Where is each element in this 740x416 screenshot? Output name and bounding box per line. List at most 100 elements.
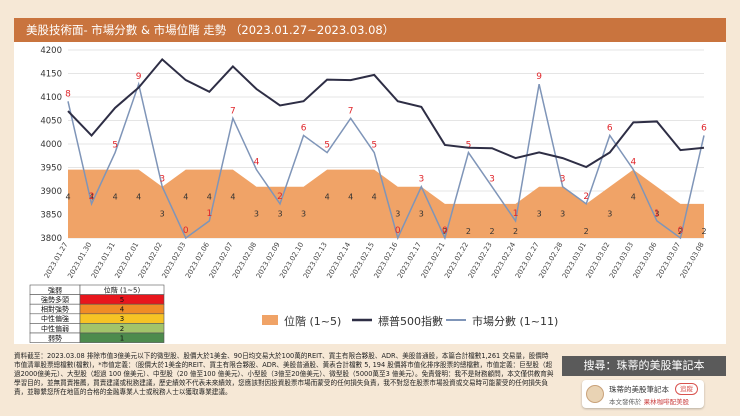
x-tick-label: 2023.03.07 (655, 241, 682, 280)
position-label: 3 (160, 210, 165, 219)
score-label: 4 (254, 158, 260, 168)
table-row-label: 相對強勢 (41, 305, 69, 314)
score-label: 0 (395, 226, 401, 236)
position-legend-table: 強弱 位階 (1~5) 強勢多頭 5 相對強勢 4 中性偏強 3 中性偏弱 2 弱勢 1 (29, 284, 165, 343)
score-label: 5 (112, 141, 118, 151)
y-tick-label: 4150 (40, 70, 62, 80)
author-card[interactable]: 珠蒂的美股筆記本 追蹤 本文發佈於 果林咖啡配美股 (582, 380, 704, 408)
chart-legend: 位階 (1~5) 標普500指數 市場分數 (1~11) (262, 314, 558, 328)
table-row-label: 強勢多頭 (41, 295, 69, 304)
x-tick-label: 2023.02.09 (255, 241, 282, 280)
position-label: 3 (395, 210, 400, 219)
x-tick-label: 2023.02.17 (396, 241, 423, 280)
table-color-cell (79, 332, 165, 343)
position-label: 4 (325, 193, 330, 202)
position-label: 3 (654, 210, 659, 219)
score-label: 6 (301, 123, 307, 133)
x-tick-label: 2023.03.01 (561, 241, 588, 280)
x-tick-label: 2023.02.27 (514, 241, 541, 280)
score-label: 2 (277, 192, 283, 202)
position-label: 4 (113, 193, 118, 202)
score-label: 0 (678, 226, 684, 236)
score-label: 3 (560, 175, 566, 185)
score-label: 6 (607, 123, 613, 133)
position-label: 4 (136, 193, 141, 202)
x-tick-label: 2023.03.08 (679, 241, 706, 280)
position-label: 4 (89, 193, 94, 202)
x-tick-label: 2023.02.10 (278, 241, 305, 280)
score-label: 6 (701, 123, 707, 133)
position-label: 2 (584, 227, 589, 236)
position-label: 2 (489, 227, 494, 236)
score-label: 4 (630, 158, 636, 168)
position-area (68, 169, 704, 238)
x-tick-label: 2023.02.23 (467, 241, 494, 280)
score-label: 8 (65, 89, 71, 99)
x-axis: 2023.01.272023.01.302023.01.312023.02.01… (43, 241, 706, 280)
x-tick-label: 2023.02.24 (490, 241, 517, 280)
x-tick-label: 2023.02.21 (420, 241, 447, 280)
position-label: 3 (301, 210, 306, 219)
position-label: 4 (65, 193, 70, 202)
table-row-label: 中性偏弱 (41, 324, 69, 333)
score-label: 5 (324, 141, 330, 151)
x-tick-label: 2023.02.13 (302, 241, 329, 280)
table-header-label: 位階 (1~5) (104, 285, 141, 294)
y-tick-label: 3900 (40, 187, 62, 197)
x-tick-label: 2023.01.31 (90, 241, 117, 280)
x-tick-label: 2023.02.22 (443, 241, 470, 280)
position-label: 4 (372, 193, 377, 202)
legend-swatch-position (262, 315, 278, 325)
position-label: 2 (513, 227, 518, 236)
legend-label-score: 市場分數 (1~11) (472, 314, 558, 328)
x-tick-label: 2023.02.14 (325, 241, 352, 280)
x-tick-label: 2023.01.27 (43, 241, 70, 280)
publisher-name[interactable]: 果林咖啡配美股 (643, 398, 690, 406)
follow-button[interactable]: 追蹤 (675, 383, 698, 395)
x-tick-label: 2023.03.03 (608, 241, 635, 280)
legend-label-position: 位階 (1~5) (284, 314, 341, 328)
y-tick-label: 3850 (40, 211, 62, 221)
table-row-label: 弱勢 (48, 333, 62, 342)
publisher-line: 本文發佈於 果林咖啡配美股 (609, 396, 689, 406)
table-row-label: 中性偏強 (41, 314, 69, 323)
score-label: 0 (442, 226, 448, 236)
author-name: 珠蒂的美股筆記本 (609, 385, 669, 394)
legend-label-spx: 標普500指數 (378, 314, 443, 328)
spx-series (67, 57, 705, 169)
position-label: 3 (537, 210, 542, 219)
position-label: 2 (466, 227, 471, 236)
chart-title: 美股技術面- 市場分數 & 市場位階 走勢 （2023.01.27~2023.0… (26, 23, 395, 37)
chart-title-bar: 美股技術面- 市場分數 & 市場位階 走勢 （2023.01.27~2023.0… (14, 18, 726, 42)
score-label: 2 (89, 192, 95, 202)
score-series (67, 81, 705, 241)
position-label: 4 (631, 193, 636, 202)
table-row-value: 3 (120, 315, 124, 323)
position-area-series (68, 169, 704, 238)
position-label: 4 (230, 193, 235, 202)
table-row-value: 1 (120, 334, 124, 342)
score-label: 5 (466, 141, 472, 151)
x-tick-label: 2023.01.30 (66, 241, 93, 280)
table-header-label: 強弱 (48, 286, 62, 294)
avatar (586, 385, 604, 403)
score-label: 5 (371, 141, 377, 151)
position-label: 4 (183, 193, 188, 202)
y-tick-label: 3800 (40, 234, 62, 244)
search-banner[interactable]: 搜尋：珠蒂的美股筆記本 (562, 356, 726, 376)
table-row-value: 5 (120, 296, 124, 304)
x-tick-label: 2023.03.06 (632, 241, 659, 280)
score-label: 9 (536, 72, 542, 82)
position-data-labels: 4 4 4 4 3 4 4 4 3 3 3 4 4 4 3 3 2 2 2 2 3 3 2 3 4 3 2 2 (65, 193, 706, 236)
score-line (67, 81, 705, 241)
position-label: 3 (560, 210, 565, 219)
position-label: 3 (607, 210, 612, 219)
score-label: 7 (230, 106, 236, 116)
x-tick-label: 2023.02.02 (137, 241, 164, 280)
y-tick-label: 4000 (40, 140, 62, 150)
position-label: 3 (419, 210, 424, 219)
score-label: 7 (348, 106, 354, 116)
